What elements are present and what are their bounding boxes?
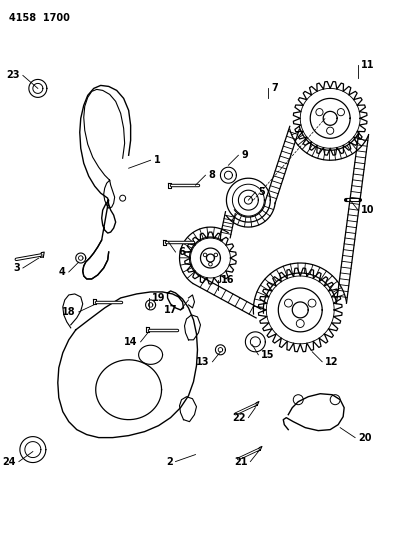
Text: 13: 13 — [196, 357, 209, 367]
Text: 3: 3 — [13, 263, 20, 273]
Text: 5: 5 — [258, 187, 265, 197]
Text: 20: 20 — [358, 433, 372, 442]
Text: 14: 14 — [124, 337, 137, 347]
Text: 6: 6 — [179, 247, 185, 257]
Text: 12: 12 — [325, 357, 339, 367]
Text: 10: 10 — [361, 205, 375, 215]
Text: 16: 16 — [222, 275, 235, 285]
Text: 9: 9 — [242, 150, 248, 160]
Text: 11: 11 — [361, 60, 375, 70]
Text: 4: 4 — [59, 267, 66, 277]
Text: 15: 15 — [262, 350, 275, 360]
Text: 18: 18 — [62, 307, 76, 317]
Text: 22: 22 — [232, 413, 245, 423]
Text: 2: 2 — [166, 457, 173, 466]
Text: 23: 23 — [7, 70, 20, 80]
Text: 19: 19 — [152, 293, 165, 303]
Text: 8: 8 — [208, 170, 215, 180]
Text: 7: 7 — [271, 83, 278, 93]
Text: 17: 17 — [164, 305, 177, 315]
Text: 21: 21 — [234, 457, 247, 466]
Text: 4158  1700: 4158 1700 — [9, 13, 70, 22]
Text: 1: 1 — [153, 155, 160, 165]
Text: 24: 24 — [2, 457, 16, 466]
